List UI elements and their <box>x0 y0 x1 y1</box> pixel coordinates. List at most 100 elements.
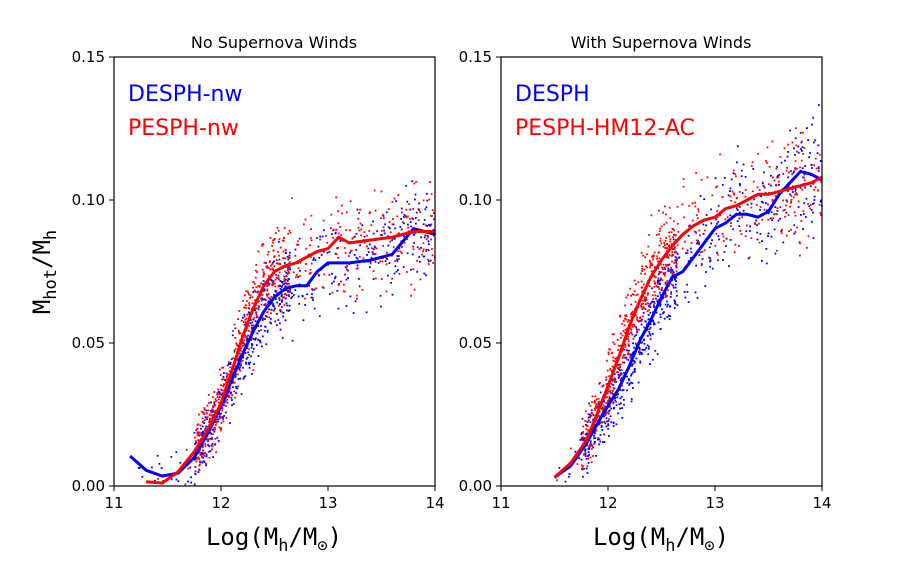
scatter-point <box>386 258 389 260</box>
scatter-point <box>651 270 654 273</box>
scatter-point <box>238 331 240 334</box>
scatter-point <box>702 233 705 235</box>
scatter-point <box>318 315 321 318</box>
scatter-point <box>409 221 412 223</box>
scatter-point <box>207 443 209 446</box>
scatter-point <box>398 232 400 235</box>
scatter-point <box>270 308 273 311</box>
scatter-point <box>205 417 208 420</box>
scatter-point <box>659 313 662 316</box>
scatter-point <box>580 432 583 434</box>
scatter-point <box>672 284 674 287</box>
scatter-point <box>617 349 619 351</box>
x-tick-label: 11 <box>491 494 510 512</box>
scatter-point <box>670 255 673 257</box>
scatter-point <box>812 202 815 205</box>
scatter-point <box>722 240 725 242</box>
scatter-point <box>219 417 221 420</box>
scatter-point <box>203 413 205 416</box>
scatter-point <box>779 156 782 158</box>
scatter-point <box>664 247 667 249</box>
scatter-point <box>281 300 283 303</box>
plot-frame <box>500 56 823 487</box>
scatter-point <box>668 235 671 238</box>
scatter-point <box>606 396 608 399</box>
scatter-point <box>243 342 246 345</box>
scatter-point <box>709 257 711 260</box>
scatter-point <box>249 294 252 297</box>
scatter-point <box>407 230 410 233</box>
scatter-point <box>790 228 792 231</box>
scatter-point <box>240 364 242 367</box>
scatter-point <box>814 186 817 188</box>
scatter-point <box>287 258 290 261</box>
scatter-point <box>240 393 243 395</box>
scatter-point <box>608 435 610 437</box>
scatter-point <box>403 241 406 244</box>
scatter-point <box>386 251 388 254</box>
scatter-point <box>393 237 396 240</box>
scatter-point <box>589 413 591 416</box>
scatter-point <box>695 214 698 217</box>
scatter-point <box>608 348 611 351</box>
scatter-point <box>605 412 607 415</box>
scatter-point <box>271 282 274 284</box>
scatter-point <box>590 409 593 412</box>
scatter-point <box>286 282 289 285</box>
scatter-point <box>635 357 638 360</box>
scatter-point <box>640 251 643 254</box>
scatter-point <box>196 431 199 434</box>
scatter-point <box>225 380 228 383</box>
scatter-point <box>223 401 226 404</box>
scatter-point <box>595 455 597 457</box>
scatter-point <box>252 369 255 372</box>
scatter-point <box>695 264 697 267</box>
scatter-point <box>594 409 596 411</box>
scatter-point <box>213 401 215 404</box>
scatter-point <box>716 251 718 254</box>
scatter-point <box>243 315 246 318</box>
scatter-point <box>658 283 661 285</box>
scatter-point <box>593 407 596 410</box>
scatter-point <box>208 419 211 421</box>
scatter-point <box>207 394 210 396</box>
scatter-point <box>609 390 612 392</box>
scatter-point <box>815 167 818 170</box>
scatter-point <box>419 211 421 213</box>
scatter-point <box>630 315 633 318</box>
x-tick-label: 12 <box>598 494 617 512</box>
scatter-point <box>369 262 372 265</box>
scatter-point <box>819 160 822 162</box>
scatter-point <box>658 272 661 275</box>
scatter-point <box>612 356 615 359</box>
scatter-point <box>266 295 269 297</box>
scatter-point <box>591 444 593 447</box>
scatter-point <box>310 214 313 217</box>
x-tick-label: 11 <box>104 494 123 512</box>
scatter-point <box>217 418 220 421</box>
scatter-point <box>222 420 225 423</box>
scatter-point <box>626 320 629 323</box>
scatter-point <box>605 425 608 428</box>
scatter-point <box>389 240 392 243</box>
scatter-point <box>423 236 426 239</box>
scatter-point <box>263 303 266 306</box>
scatter-point <box>254 299 256 302</box>
scatter-point <box>610 382 613 385</box>
scatter-point <box>203 407 206 409</box>
scatter-point <box>669 217 672 220</box>
scatter-point <box>598 438 601 441</box>
scatter-point <box>339 240 342 242</box>
x-tick-label: 12 <box>211 494 230 512</box>
scatter-point <box>631 323 634 326</box>
scatter-point <box>367 247 370 250</box>
scatter-point <box>359 208 361 211</box>
scatter-point <box>236 344 239 347</box>
scatter-point <box>635 294 638 297</box>
scatter-point <box>729 239 732 241</box>
scatter-point <box>393 272 396 275</box>
scatter-point <box>653 322 655 324</box>
scatter-point <box>656 255 659 258</box>
scatter-point <box>225 372 228 375</box>
scatter-point <box>213 410 216 413</box>
